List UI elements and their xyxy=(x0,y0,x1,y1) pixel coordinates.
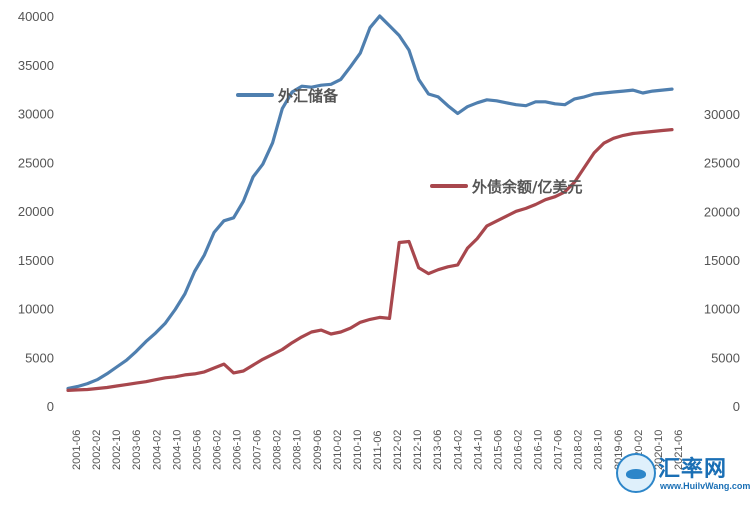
left-axis-ticks: 0 5000 10000 15000 20000 25000 30000 35000 40000 xyxy=(18,9,54,414)
left-tick-label: 30000 xyxy=(18,107,54,122)
x-tick-label: 2008-02 xyxy=(272,430,284,470)
x-axis-ticks: 2001-06 2002-02 2002-10 2003-06 2004-02 2004-… xyxy=(71,430,685,470)
left-tick-label: 25000 xyxy=(18,155,54,170)
x-tick-label: 2007-06 xyxy=(252,430,264,470)
watermark-logo-icon xyxy=(616,453,656,493)
x-tick-label: 2012-10 xyxy=(412,430,424,470)
right-axis-ticks: 0 5000 10000 15000 20000 25000 30000 xyxy=(704,107,740,414)
left-tick-label: 40000 xyxy=(18,9,54,24)
right-tick-label: 5000 xyxy=(711,350,740,365)
x-tick-label: 2006-02 xyxy=(211,430,223,470)
x-tick-label: 2018-10 xyxy=(593,430,605,470)
right-tick-label: 0 xyxy=(733,399,740,414)
x-tick-label: 2016-10 xyxy=(533,430,545,470)
x-tick-label: 2020-10 xyxy=(653,430,665,470)
x-tick-label: 2014-10 xyxy=(472,430,484,470)
x-tick-label: 2002-02 xyxy=(91,430,103,470)
left-tick-label: 15000 xyxy=(18,253,54,268)
legend-label-fx-reserves: 外汇储备 xyxy=(277,87,339,105)
x-tick-label: 2005-06 xyxy=(191,430,203,470)
series-layer xyxy=(66,14,674,392)
x-tick-label: 2012-02 xyxy=(392,430,404,470)
watermark-url: www.HuilvWang.com xyxy=(660,481,751,491)
watermark-title: 汇率网 xyxy=(658,457,728,482)
x-tick-label: 2006-10 xyxy=(232,430,244,470)
legend-label-external-debt: 外债余额/亿美元 xyxy=(471,178,582,196)
x-tick-label: 2014-02 xyxy=(452,430,464,470)
x-tick-label: 2009-06 xyxy=(312,430,324,470)
left-tick-label: 35000 xyxy=(18,58,54,73)
x-tick-label: 2004-10 xyxy=(171,430,183,470)
x-tick-label: 2017-06 xyxy=(553,430,565,470)
x-tick-label: 2013-06 xyxy=(432,430,444,470)
left-tick-label: 10000 xyxy=(18,302,54,317)
x-tick-label: 2016-02 xyxy=(512,430,524,470)
left-tick-label: 20000 xyxy=(18,204,54,219)
x-tick-label: 2015-06 xyxy=(492,430,504,470)
x-tick-label: 2021-06 xyxy=(673,430,685,470)
left-tick-label: 0 xyxy=(47,399,54,414)
x-tick-label: 2002-10 xyxy=(111,430,123,470)
right-tick-label: 10000 xyxy=(704,302,740,317)
left-tick-label: 5000 xyxy=(25,350,54,365)
right-tick-label: 20000 xyxy=(704,204,740,219)
x-tick-label: 2004-02 xyxy=(151,430,163,470)
right-tick-label: 15000 xyxy=(704,253,740,268)
x-tick-label: 2018-02 xyxy=(573,430,585,470)
x-tick-label: 2011-06 xyxy=(372,430,384,470)
x-tick-label: 2008-10 xyxy=(292,430,304,470)
series-line-external-debt xyxy=(66,128,674,392)
watermark-logo: 汇率网 www.HuilvWang.com xyxy=(616,449,750,501)
x-tick-label: 2003-06 xyxy=(131,430,143,470)
right-tick-label: 25000 xyxy=(704,156,740,171)
x-tick-label: 2010-02 xyxy=(332,430,344,470)
series-line-fx-reserves xyxy=(66,14,674,390)
x-tick-label: 2001-06 xyxy=(71,430,83,470)
x-tick-label: 2010-10 xyxy=(352,430,364,470)
right-tick-label: 30000 xyxy=(704,107,740,122)
